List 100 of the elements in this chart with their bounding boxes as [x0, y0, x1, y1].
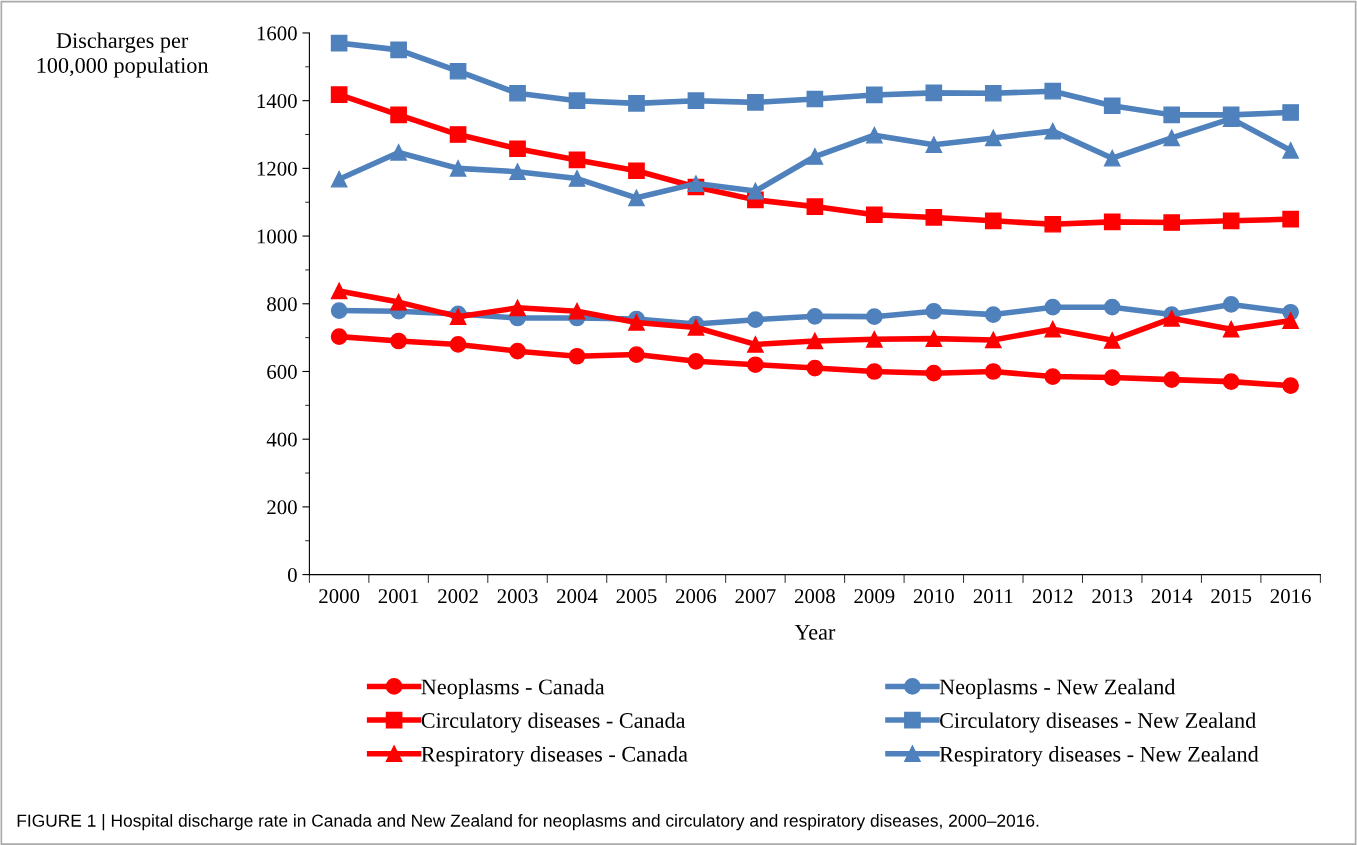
point	[1163, 129, 1181, 147]
y-tick-label: 1400	[257, 94, 297, 109]
point	[1222, 212, 1240, 230]
point	[806, 90, 824, 108]
point	[1103, 369, 1121, 386]
point	[1163, 371, 1181, 388]
point	[568, 302, 586, 320]
point	[1044, 368, 1062, 385]
point	[925, 364, 943, 382]
y-tick-label: 1000	[257, 229, 297, 244]
point	[1044, 82, 1062, 100]
point	[687, 175, 705, 192]
point	[747, 356, 764, 374]
point	[628, 95, 645, 112]
point	[568, 151, 586, 169]
x-tick-label: 2000	[319, 589, 360, 604]
point	[330, 86, 348, 103]
x-tick-label: 2010	[913, 589, 954, 604]
point	[984, 212, 1002, 230]
point	[925, 209, 943, 226]
point	[330, 302, 348, 319]
x-tick-label: 2012	[1032, 589, 1073, 604]
point	[866, 330, 883, 348]
x-tick-label: 2004	[557, 589, 598, 604]
point	[1222, 320, 1240, 338]
point	[390, 293, 407, 311]
point	[628, 346, 645, 363]
point	[330, 170, 348, 188]
point	[449, 160, 467, 177]
point	[747, 336, 764, 353]
point	[628, 189, 645, 207]
point	[687, 92, 705, 109]
point	[509, 342, 526, 360]
point	[1222, 373, 1240, 390]
x-tick-label: 2008	[794, 589, 835, 604]
y-axis-title: Discharges per 100,000 population	[37, 32, 209, 78]
x-tick-label: 2016	[1270, 589, 1311, 604]
caption: FIGURE 1 | Hospital discharge rate in Canada and New Zealand for neoplasms and circulatory and respiratory diseases, 2000–2016.	[17, 814, 1039, 831]
point	[509, 140, 526, 158]
legend-label: Neoplasms - New Zealand	[939, 678, 1176, 699]
y-tick-label: 600	[267, 364, 297, 379]
point	[628, 314, 645, 331]
point	[628, 162, 645, 180]
x-axis-title: Year	[794, 624, 836, 640]
point	[1163, 106, 1181, 124]
y-tick-label: 1600	[257, 26, 297, 41]
point	[1222, 296, 1240, 313]
point	[568, 170, 586, 187]
legend-label: Respiratory diseases - Canada	[421, 746, 688, 767]
x-tick-label: 2006	[676, 589, 717, 604]
point	[806, 359, 824, 377]
point	[925, 330, 943, 347]
point	[330, 328, 348, 345]
point	[806, 307, 824, 325]
point	[1103, 213, 1121, 231]
x-tick-label: 2002	[438, 589, 478, 604]
point	[330, 282, 348, 300]
point	[866, 126, 883, 144]
point	[866, 308, 883, 325]
point	[866, 363, 883, 380]
point	[1103, 97, 1121, 115]
point	[925, 84, 943, 102]
point	[984, 363, 1002, 380]
y-tick-label: 200	[267, 500, 297, 515]
point	[330, 34, 348, 52]
legend-label: Circulatory diseases - New Zealand	[940, 712, 1256, 733]
point	[687, 352, 705, 370]
legend-label: Neoplasms - Canada	[421, 678, 605, 699]
point	[1282, 104, 1299, 121]
point	[1282, 210, 1299, 228]
point	[1103, 332, 1121, 349]
point	[1044, 298, 1062, 316]
point	[984, 129, 1002, 147]
x-tick-label: 2014	[1151, 589, 1193, 604]
point	[568, 92, 586, 109]
point	[984, 84, 1002, 102]
y-tick-label: 0	[287, 567, 297, 583]
point	[1044, 320, 1062, 338]
point	[1103, 298, 1121, 316]
point	[390, 41, 407, 59]
point	[390, 144, 407, 161]
point	[747, 94, 764, 111]
point	[390, 106, 407, 124]
point	[925, 136, 943, 154]
point	[747, 311, 764, 329]
x-tick-label: 2011	[973, 589, 1013, 604]
legend-label: Respiratory diseases - New Zealand	[939, 746, 1259, 767]
point	[1163, 310, 1181, 327]
point	[806, 332, 824, 350]
point	[925, 302, 943, 320]
point	[449, 62, 467, 80]
point	[1044, 215, 1062, 233]
y-tick-label: 400	[266, 432, 297, 447]
point	[449, 126, 467, 143]
x-tick-label: 2001	[378, 589, 419, 604]
point	[984, 306, 1002, 323]
point	[806, 148, 824, 165]
x-tick-label: 2013	[1092, 589, 1133, 604]
legend-label: Circulatory diseases - Canada	[421, 712, 686, 733]
point	[866, 206, 883, 224]
